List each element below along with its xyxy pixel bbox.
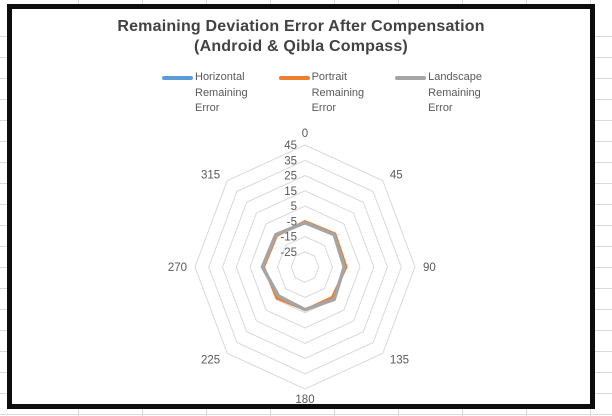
category-axis-label: 315	[201, 170, 220, 182]
radar-gridline-ring	[235, 190, 375, 344]
portrait-series-swatch	[278, 76, 310, 80]
radar-chart-object[interactable]: Remaining Deviation Error After Compensa…	[7, 4, 595, 409]
category-axis-label: 0	[302, 128, 308, 140]
legend-label-horizontal: Horizontal Remaining Error	[195, 71, 248, 114]
legend-item-landscape[interactable]: Landscape Remaining Error	[395, 70, 482, 117]
landscape-series-swatch	[395, 76, 427, 80]
category-axis-label: 90	[423, 262, 436, 274]
value-axis-label: -15	[280, 232, 297, 244]
value-axis-label: 35	[284, 155, 297, 167]
category-axis-label: 225	[201, 354, 220, 366]
chart-title: Remaining Deviation Error After Compensa…	[12, 17, 590, 57]
horizontal-series-swatch	[162, 76, 193, 80]
legend-item-horizontal[interactable]: Horizontal Remaining Error	[162, 70, 248, 117]
value-axis-label: 5	[291, 201, 297, 213]
value-axis-label: -5	[287, 216, 297, 228]
category-axis-label: 135	[390, 354, 409, 366]
series-landscape-remaining-error[interactable]	[260, 221, 346, 312]
chart-title-line1: Remaining Deviation Error After Compensa…	[117, 18, 485, 35]
radar-gridline-ring	[290, 251, 320, 283]
radar-gridline-ring	[276, 235, 334, 299]
radar-gridline-ring	[194, 144, 416, 390]
value-axis-label: 45	[284, 140, 297, 152]
value-axis-label: -25	[280, 247, 297, 259]
radar-gridline-ring	[221, 174, 389, 360]
chart-title-line2: (Android & Qibla Compass)	[194, 38, 408, 55]
value-axis-label: 15	[284, 186, 297, 198]
category-axis-label: 45	[390, 170, 403, 182]
chart-legend: Horizontal Remaining Error Portrait Rema…	[162, 70, 482, 117]
legend-label-landscape: Landscape Remaining Error	[428, 71, 482, 114]
radar-gridline-ring	[208, 159, 402, 375]
value-axis-label: 25	[284, 171, 297, 183]
legend-item-portrait[interactable]: Portrait Remaining Error	[278, 70, 365, 117]
radar-plot-area: 45 35 25 15 5 -5 -15 -25 0 45 90 135 180 225 270 315	[168, 128, 436, 406]
category-axis-label: 180	[295, 394, 314, 406]
category-axis-label: 270	[168, 262, 187, 274]
radar-gridline-ring	[249, 205, 361, 329]
legend-label-portrait: Portrait Remaining Error	[311, 71, 365, 114]
